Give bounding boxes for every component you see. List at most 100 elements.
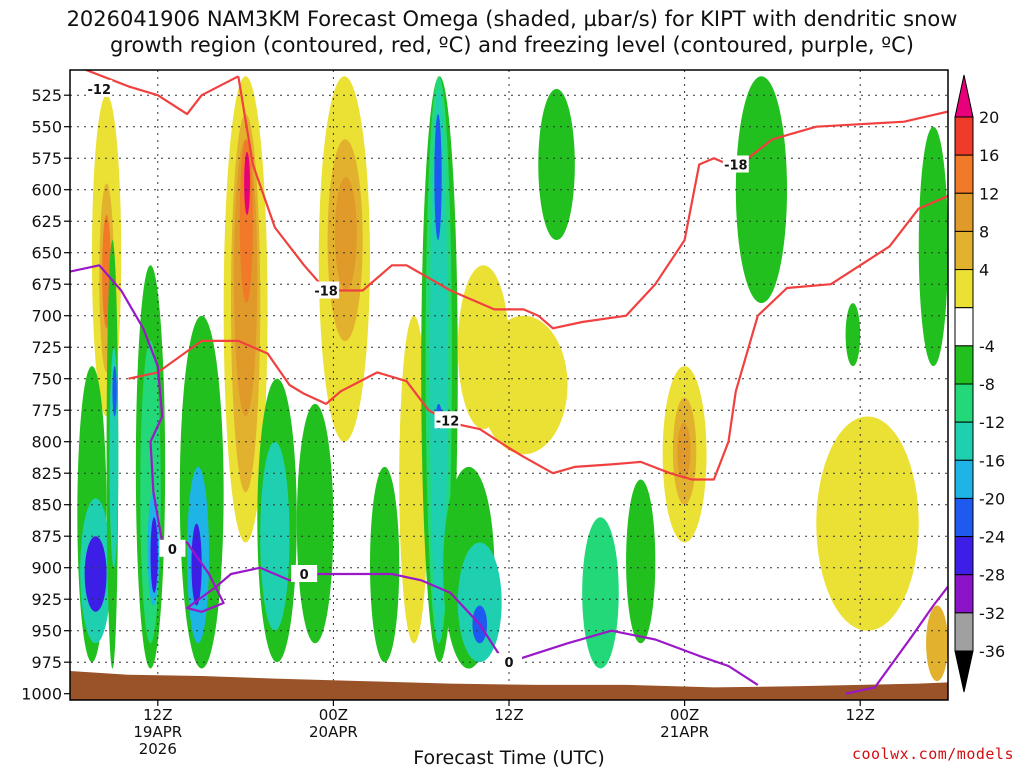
x-tick-label-12-1: 20APR <box>309 723 358 741</box>
colorbar-label-12: -32 <box>979 604 1005 623</box>
x-tick-label-24-0: 12Z <box>494 706 523 724</box>
omega-cell-38 <box>479 315 568 455</box>
colorbar-label-5: -4 <box>979 337 995 356</box>
colorbar-bin-4 <box>954 230 974 271</box>
colorbar-label-1: 16 <box>979 146 999 165</box>
y-tick-label-975: 975 <box>31 653 62 672</box>
x-tick-label-0-2: 2026 <box>139 740 177 758</box>
chart-title-line2: growth region (contoured, red, ºC) and f… <box>110 33 914 57</box>
y-tick-label-575: 575 <box>31 149 62 168</box>
colorbar-label-11: -28 <box>979 566 1005 585</box>
topography <box>70 671 948 700</box>
freezing-label-bg-0 <box>159 539 186 557</box>
x-tick-label-0-0: 12Z <box>143 706 172 724</box>
x-tick-label-48-0: 12Z <box>846 706 875 724</box>
dgz-label-bg-2 <box>722 155 749 173</box>
colorbar-label-7: -12 <box>979 413 1005 432</box>
freezing-label-0: 0 <box>168 543 177 558</box>
freezing-contour-0 <box>70 264 759 686</box>
colorbar-bin-6 <box>954 307 974 347</box>
colorbar-label-0: 20 <box>979 108 999 127</box>
y-tick-label-875: 875 <box>31 527 62 546</box>
y-tick-label-600: 600 <box>31 181 62 200</box>
omega-cell-39 <box>538 88 575 241</box>
colorbar-label-2: 12 <box>979 184 999 203</box>
y-tick-label-625: 625 <box>31 212 62 231</box>
colorbar-label-4: 4 <box>979 261 989 280</box>
colorbar-label-10: -24 <box>979 528 1005 547</box>
colorbar-label-8: -16 <box>979 451 1005 470</box>
omega-cell-15 <box>191 523 202 606</box>
colorbar-label-6: -8 <box>979 375 995 394</box>
y-tick-label-825: 825 <box>31 464 62 483</box>
colorbar-bin-8 <box>954 383 974 423</box>
contour-lines <box>70 70 948 695</box>
dgz-label-bg-1 <box>313 281 340 299</box>
omega-cell-12 <box>150 517 158 593</box>
colorbar-label-13: -36 <box>979 642 1005 661</box>
colorbar-label-9: -20 <box>979 489 1005 508</box>
y-tick-label-850: 850 <box>31 496 62 515</box>
omega-cell-5 <box>84 536 107 612</box>
y-tick-label-700: 700 <box>31 307 62 326</box>
omega-cell-23 <box>296 403 334 644</box>
y-tick-label-925: 925 <box>31 590 62 609</box>
omega-cell-8 <box>112 366 117 417</box>
freezing-label-1: 0 <box>300 568 309 583</box>
freezing-label-bg-1 <box>291 565 318 582</box>
omega-cell-46 <box>816 416 919 631</box>
colorbar-bin-5 <box>954 269 974 309</box>
omega-cell-20 <box>244 151 250 215</box>
freezing-label-bg-2 <box>496 653 522 671</box>
omega-cell-26 <box>334 177 357 291</box>
colorbar-bin-10 <box>954 459 974 499</box>
y-tick-label-650: 650 <box>31 244 62 263</box>
omega-cell-45 <box>735 76 788 304</box>
dgz-label-bg-0 <box>86 79 113 97</box>
credit-text: coolwx.com/models <box>851 745 1014 763</box>
y-tick-label-775: 775 <box>31 401 62 420</box>
colorbar-bin-9 <box>954 421 974 461</box>
colorbar-bin-13 <box>954 574 974 614</box>
dgz-label-3: -12 <box>436 414 460 429</box>
dgz-label-0: -12 <box>88 83 112 98</box>
x-axis-label: Forecast Time (UTC) <box>413 747 604 768</box>
omega-cell-44 <box>677 422 691 480</box>
chart-title: 2026041906 NAM3KM Forecast Omega (shaded… <box>0 6 1024 58</box>
omega-cell-47 <box>918 126 948 367</box>
omega-cell-28 <box>399 315 429 644</box>
colorbar-bin-1 <box>954 116 974 156</box>
dgz-contour-0 <box>83 70 239 116</box>
dgz-label-1: -18 <box>314 285 338 300</box>
y-tick-label-950: 950 <box>31 622 62 641</box>
colorbar: 20 16 12 8 4 -4 -8 -12 -16 -20 -24 -28 -32 -36 <box>954 74 1005 693</box>
omega-cell-41 <box>626 479 656 644</box>
y-tick-label-525: 525 <box>31 86 62 105</box>
colorbar-bin-3 <box>954 192 974 232</box>
x-tick-label-0-1: 19APR <box>133 723 182 741</box>
colorbar-label-3: 8 <box>979 222 989 241</box>
y-tick-label-1000: 1000 <box>21 685 62 704</box>
y-tick-label-550: 550 <box>31 118 62 137</box>
colorbar-bottom-arrow <box>954 650 974 693</box>
grid-lines <box>70 70 948 700</box>
x-tick-label-36-1: 21APR <box>660 723 709 741</box>
omega-cell-27 <box>369 466 400 663</box>
y-tick-label-750: 750 <box>31 370 62 389</box>
colorbar-top-arrow <box>954 74 974 118</box>
omega-cell-35 <box>457 542 502 663</box>
contour-labels: -12 -18 -18 -12 0 0 0 <box>86 79 749 671</box>
freezing-contour-3 <box>845 585 948 695</box>
colorbar-bin-14 <box>954 612 974 652</box>
plot-frame <box>69 69 949 701</box>
dgz-label-bg-3 <box>434 411 461 429</box>
y-tick-label-900: 900 <box>31 559 62 578</box>
topography-fill <box>70 671 948 700</box>
freezing-label-2: 0 <box>504 656 513 671</box>
colorbar-bin-2 <box>954 154 974 194</box>
omega-cell-40 <box>582 517 619 669</box>
x-tick-label-36-0: 00Z <box>670 706 699 724</box>
omega-cell-49 <box>926 605 948 682</box>
